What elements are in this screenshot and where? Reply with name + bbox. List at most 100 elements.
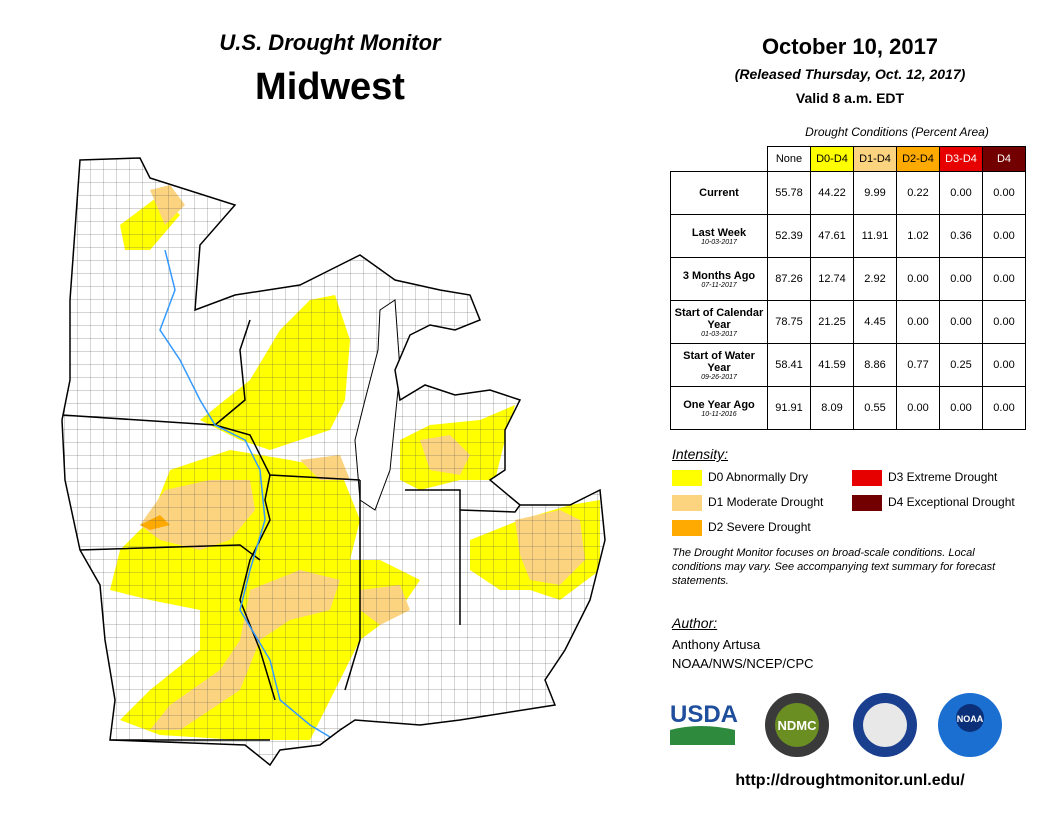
column-header: D2-D4: [896, 146, 940, 172]
table-caption: Drought Conditions (Percent Area): [805, 125, 989, 139]
legend-label: D4 Exceptional Drought: [888, 495, 1015, 510]
row: Last Week 10-03-2017 52.39 47.61 11.91 1.02 0.…: [670, 214, 1026, 258]
author-org: NOAA/NWS/NCEP/CPC: [672, 656, 814, 671]
logos: USDA NDMC NOAA: [670, 693, 1002, 757]
row: Start of Calendar Year 01-03-2017 78.75 21.…: [670, 300, 1026, 344]
row-name: Start of Water Year: [683, 349, 755, 374]
title: Midwest: [255, 66, 405, 108]
logo-usda: USDA: [670, 701, 738, 728]
row-label: One Year Ago 10-11-2016: [670, 386, 768, 430]
legend-item: D0 Abnormally Dry: [672, 470, 808, 486]
row-date: 10-11-2016: [701, 410, 737, 418]
row: One Year Ago 10-11-2016 91.91 8.09 0.55 0.00 0…: [670, 386, 1026, 430]
row-name: Start of Calendar Year: [674, 306, 764, 331]
author-title: Author:: [672, 615, 718, 631]
row-label: Start of Water Year 09-26-2017: [670, 343, 768, 387]
legend-item: D4 Exceptional Drought: [852, 495, 1015, 511]
cell: 21.25: [810, 300, 854, 344]
legend-item: D2 Severe Drought: [672, 520, 811, 536]
cell: 1.02: [896, 214, 940, 258]
row-label: Last Week 10-03-2017: [670, 214, 768, 258]
cell: 0.55: [853, 386, 897, 430]
cell: 4.45: [853, 300, 897, 344]
cell: 0.00: [982, 171, 1026, 215]
logo-ndmc: NDMC: [778, 718, 818, 733]
row-date: 01-03-2017: [701, 330, 737, 338]
row-name: One Year Ago: [683, 398, 755, 411]
row: Start of Water Year 09-26-2017 58.41 41.59 8…: [670, 343, 1026, 387]
cell: 58.41: [767, 343, 811, 387]
cell: 41.59: [810, 343, 854, 387]
cell: 0.00: [982, 300, 1026, 344]
column-header: None: [767, 146, 811, 172]
row-date: 07-11-2017: [701, 281, 737, 289]
valid: Valid 8 a.m. EDT: [795, 90, 905, 106]
conditions-table: None D0-D4 D1-D4 D2-D4 D3-D4 D4 Current 55.78 44…: [670, 146, 1026, 430]
cell: 0.00: [982, 386, 1026, 430]
note: The Drought Monitor focuses on broad-sca…: [672, 547, 996, 587]
cell: 0.00: [896, 386, 940, 430]
cell: 0.22: [896, 171, 940, 215]
legend-swatch: [852, 470, 882, 486]
cell: 0.36: [939, 214, 983, 258]
legend-swatch: [672, 470, 702, 486]
cell: 0.00: [939, 386, 983, 430]
cell: 0.00: [896, 257, 940, 301]
corner: [671, 147, 768, 172]
row-date: 09-26-2017: [701, 373, 737, 381]
row-label: Start of Calendar Year 01-03-2017: [670, 300, 768, 344]
row-label: 3 Months Ago 07-11-2017: [670, 257, 768, 301]
row: 3 Months Ago 07-11-2017 87.26 12.74 2.92 0.00…: [670, 257, 1026, 301]
cell: 11.91: [853, 214, 897, 258]
row-label: Current: [670, 171, 768, 215]
column-header: D4: [982, 146, 1026, 172]
released: (Released Thursday, Oct. 12, 2017): [734, 66, 966, 82]
cell: 0.00: [939, 300, 983, 344]
date: October 10, 2017: [761, 34, 939, 59]
cell: 91.91: [767, 386, 811, 430]
cell: 52.39: [767, 214, 811, 258]
legend-label: D3 Extreme Drought: [888, 470, 998, 485]
legend-swatch: [672, 520, 702, 536]
subtitle: U.S. Drought Monitor: [219, 30, 441, 55]
cell: 0.00: [982, 257, 1026, 301]
legend-label: D2 Severe Drought: [708, 520, 811, 535]
cell: 8.09: [810, 386, 854, 430]
cell: 0.00: [939, 171, 983, 215]
map: [61, 157, 606, 767]
column-header: D0-D4: [810, 146, 854, 172]
row-name: Current: [699, 187, 739, 199]
legend-label: D1 Moderate Drought: [708, 495, 824, 510]
region: [62, 158, 605, 765]
legend-swatch: [672, 495, 702, 511]
row-date: 10-03-2017: [701, 238, 737, 246]
logo-noaa: NOAA: [957, 714, 984, 724]
header-row: None D0-D4 D1-D4 D2-D4 D3-D4 D4: [671, 146, 1026, 172]
cell: 2.92: [853, 257, 897, 301]
legend-swatch: [852, 495, 882, 511]
row-name: 3 Months Ago: [682, 269, 756, 282]
author-name: Anthony Artusa: [672, 637, 761, 652]
column-header: D3-D4: [939, 146, 983, 172]
cell: 44.22: [810, 171, 854, 215]
cell: 78.75: [767, 300, 811, 344]
column-header: D1-D4: [853, 146, 897, 172]
cell: 0.25: [939, 343, 983, 387]
legend-item: D3 Extreme Drought: [852, 470, 997, 486]
cell: 55.78: [767, 171, 811, 215]
cell: 0.00: [982, 343, 1026, 387]
cell: 0.00: [896, 300, 940, 344]
cell: 9.99: [853, 171, 897, 215]
cell: 0.00: [982, 214, 1026, 258]
url: http://droughtmonitor.unl.edu/: [735, 772, 965, 789]
cell: 12.74: [810, 257, 854, 301]
cell: 8.86: [853, 343, 897, 387]
legend-title: Intensity:: [672, 446, 729, 462]
cell: 87.26: [767, 257, 811, 301]
cell: 0.77: [896, 343, 940, 387]
row: Current 55.78 44.22 9.99 0.22 0.00 0.00: [670, 171, 1026, 215]
legend-item: D1 Moderate Drought: [672, 495, 823, 511]
cell: 47.61: [810, 214, 854, 258]
legend-label: D0 Abnormally Dry: [708, 470, 809, 485]
